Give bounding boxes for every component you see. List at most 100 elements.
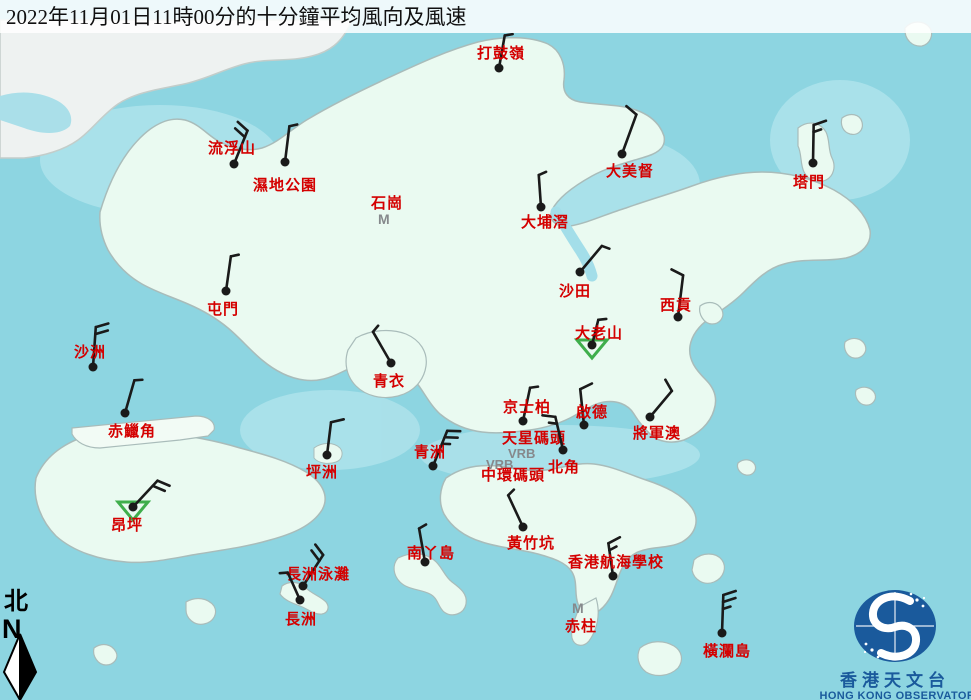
north-arrow-right-half [19,633,38,700]
wind-barb-staff [578,244,604,274]
station-dot [518,416,528,426]
station-13: 青衣 [371,324,404,390]
stations-layer: 打鼓嶺流浮山濕地公園大美督塔門大埔滘M石崗屯門沙洲沙田西貢大老山青衣赤鱲角昂坪坪… [74,32,828,660]
wind-barb-feather-full [722,589,737,597]
wind-barb-feather-half [503,32,514,37]
wind-barb-staff [497,34,507,70]
wind-barb-feather-full [236,120,249,132]
station-label: 大老山 [575,324,623,342]
title-band [0,0,971,33]
station-dot [298,581,308,591]
station-11: 西貢 [660,268,692,322]
station-8: 屯門 [207,253,240,318]
hko-logo: 香港天文台 HONG KONG OBSERVATORY [819,590,971,700]
map-title: 2022年11月01日11時00分的十分鐘平均風向及風速 [6,5,466,29]
station-27: 長洲泳灘 [286,543,349,591]
wind-barb-staff [325,420,333,457]
station-dot [120,408,130,418]
station-dot [221,286,231,296]
station-label: 塔門 [793,173,825,191]
station-26: 香港航海學校 [568,535,663,581]
station-dot [617,149,627,159]
wind-barb-feather-half [229,253,240,258]
wind-barb-feather-full [812,119,828,127]
wind-barb-feather-full [151,484,167,493]
station-dot [428,461,438,471]
station-label: 大美督 [606,162,654,180]
wind-barb-staff [283,124,291,164]
station-label: 天星碼頭 [502,430,566,447]
wind-barb-feather-half [506,488,516,497]
station-dot [229,159,239,169]
wind-barb-feather-half [721,605,732,611]
station-label: 長洲 [285,611,317,628]
gust-triangle [114,500,152,523]
station-label: 打鼓嶺 [477,44,525,62]
station-19: 啟德 [576,382,607,430]
landmass-stanley-peninsula [571,597,599,646]
wind-barb-feather-half [547,421,559,425]
hko-logo-english: HONG KONG OBSERVATORY [819,690,971,700]
station-label: 青洲 [414,443,446,461]
station-4: 大美督 [606,104,654,180]
station-dot [717,628,727,638]
wind-barb-feather-full [94,329,110,336]
station-dot [420,557,430,567]
station-label: 赤鱲角 [108,422,156,440]
wind-barb-staff [537,173,543,209]
station-dot [494,63,504,73]
wind-barb-feather-full [670,268,685,277]
wind-barb-feather-full [233,127,247,139]
wind-barb-staff [123,379,136,415]
station-25: 黃竹坑 [506,488,555,552]
station-dot [518,522,528,532]
station-29: M赤柱 [565,600,597,635]
wind-barb-staff [676,274,685,319]
station-15: 昂坪 [111,479,171,534]
station-10: 沙田 [559,244,611,300]
station-9: 沙洲 [74,322,110,372]
station-20: 將軍澳 [633,378,681,442]
station-5: 塔門 [793,119,828,191]
station-label: 昂坪 [111,517,143,534]
station-label: 將軍澳 [633,424,681,442]
landmass-airport-island [71,415,215,449]
station-dot [295,595,305,605]
wind-barb-feather-full [664,378,674,393]
landmass-tsing-yi [345,329,427,399]
station-3: 濕地公園 [253,123,317,194]
wind-barb-staff [417,527,427,564]
station-label: 京士柏 [503,398,551,416]
station-17: 青洲 [414,429,462,471]
station-dot [536,202,546,212]
wind-barb-feather-half [371,324,380,334]
station-dot [673,312,683,322]
station-label: 北角 [548,458,580,476]
station-label: 赤柱 [565,617,597,635]
station-dot [575,267,585,277]
station-label: 黃竹坑 [507,534,555,552]
wind-barb-feather-half [417,523,428,530]
north-compass: 北 N [2,588,38,700]
wind-barb-staff [620,113,638,156]
wind-barb-staff [648,389,674,419]
station-6: 大埔滘 [521,170,568,231]
compass-north-chinese: 北 [4,588,28,615]
wind-barb-feather-full [541,413,557,419]
station-label: 西貢 [660,297,692,314]
variable-wind-marker: VRB [486,457,513,472]
station-label: 石崗 [370,194,403,212]
wind-barb-staff [607,542,615,578]
station-dot [558,445,568,455]
landmass-hk-island [439,462,697,615]
station-23: 北角 [541,413,580,476]
station-label: 濕地公園 [253,176,317,194]
station-label: 坪洲 [306,464,338,481]
wind-barb-feather-half [133,378,144,382]
wind-barb-feather-half [278,571,290,575]
station-dot [280,157,290,167]
station-dot [579,420,589,430]
